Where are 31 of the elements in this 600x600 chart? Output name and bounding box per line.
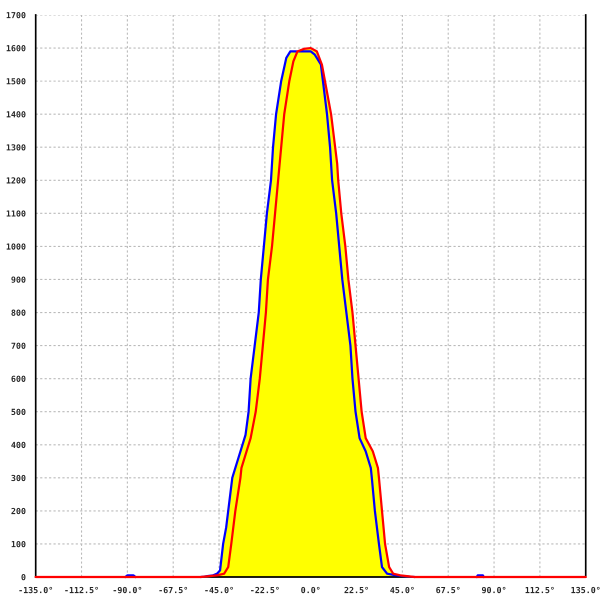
y-tick-label: 200 bbox=[11, 508, 26, 514]
x-tick-label: 135.0° bbox=[571, 586, 600, 594]
x-tick-label: -22.5° bbox=[251, 586, 279, 594]
x-tick-label: -135.0° bbox=[19, 586, 52, 594]
x-tick-label: -90.0° bbox=[114, 586, 142, 594]
y-tick-label: 900 bbox=[11, 276, 26, 283]
y-tick-label: 800 bbox=[11, 310, 26, 316]
y-tick-label: 600 bbox=[11, 376, 26, 382]
y-tick-label: 700 bbox=[11, 342, 26, 349]
x-tick-label: 45.0° bbox=[390, 586, 414, 594]
x-tick-label: 0.0° bbox=[301, 586, 320, 594]
y-tick-label: 300 bbox=[11, 474, 26, 482]
x-tick-label: 112.5° bbox=[526, 586, 554, 594]
y-tick-label: 1300 bbox=[6, 144, 26, 151]
y-tick-label: 1700 bbox=[6, 12, 26, 18]
x-tick-label: 67.5° bbox=[436, 586, 460, 594]
y-tick-label: 1200 bbox=[6, 177, 26, 184]
x-tick-label: -67.5° bbox=[159, 586, 188, 594]
y-tick-label: 0 bbox=[21, 574, 26, 580]
y-tick-label: 500 bbox=[12, 408, 26, 416]
y-tick-label: 100 bbox=[12, 540, 26, 548]
x-tick-label: -45.0° bbox=[205, 586, 233, 594]
x-tick-label: -112.5° bbox=[65, 586, 98, 594]
x-tick-label: 90.0° bbox=[482, 586, 506, 594]
y-tick-label: 1400 bbox=[6, 111, 26, 118]
y-tick-label: 1600 bbox=[6, 45, 26, 52]
x-tick-label: 22.5° bbox=[344, 586, 368, 594]
y-tick-label: 1100 bbox=[6, 210, 26, 217]
y-tick-label: 1000 bbox=[6, 243, 26, 250]
y-tick-label: 1500 bbox=[6, 78, 26, 84]
y-tick-label: 400 bbox=[11, 442, 26, 448]
